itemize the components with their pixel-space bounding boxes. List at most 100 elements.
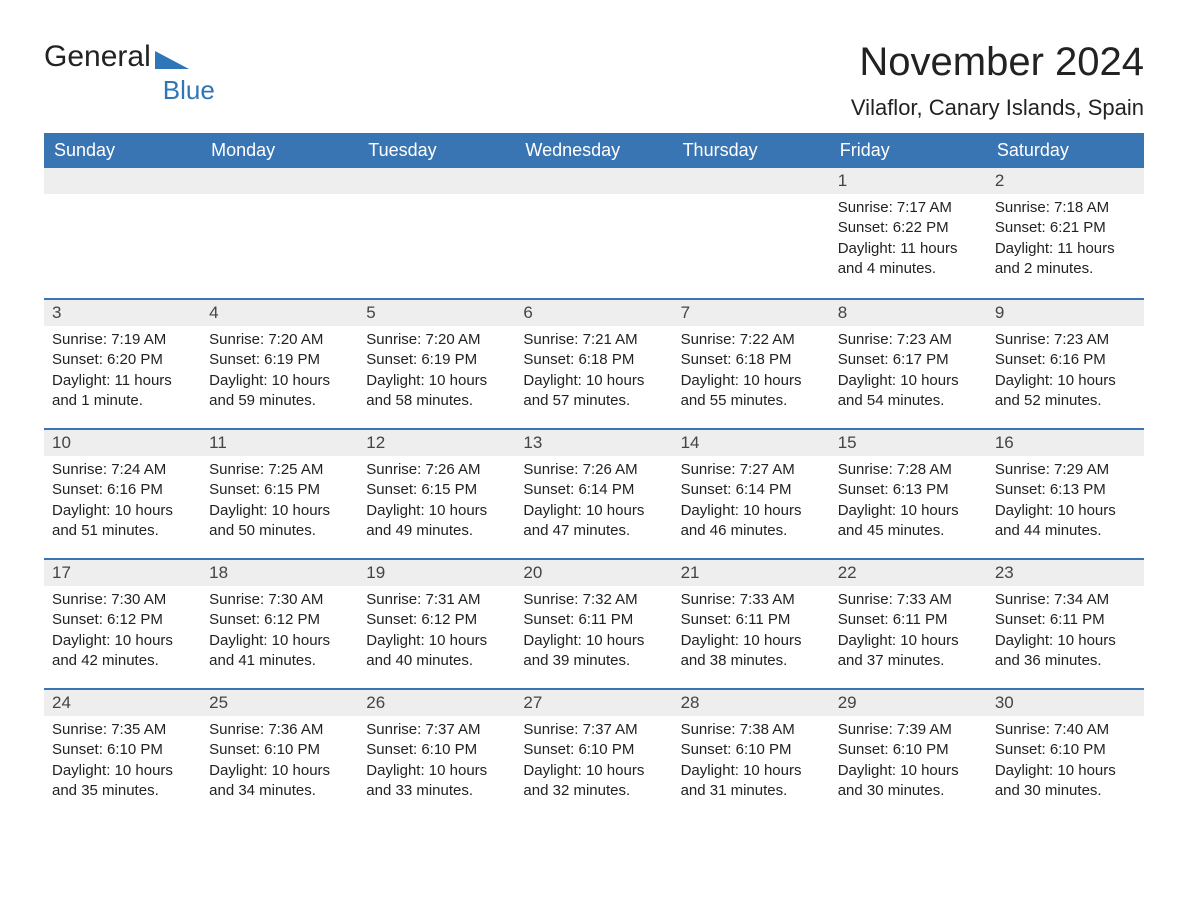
day-number: 11 — [201, 428, 358, 456]
day-body: Sunrise: 7:17 AMSunset: 6:22 PMDaylight:… — [830, 194, 987, 285]
calendar-cell: 15Sunrise: 7:28 AMSunset: 6:13 PMDayligh… — [830, 428, 987, 558]
sunrise: Sunrise: 7:30 AM — [209, 590, 350, 610]
sunrise: Sunrise: 7:28 AM — [838, 460, 979, 480]
logo-flag-icon — [155, 45, 189, 69]
day-number — [201, 168, 358, 194]
day-number — [358, 168, 515, 194]
day-number: 21 — [673, 558, 830, 586]
calendar-cell: 22Sunrise: 7:33 AMSunset: 6:11 PMDayligh… — [830, 558, 987, 688]
daylight: Daylight: 10 hours and 51 minutes. — [52, 501, 193, 542]
sunset: Sunset: 6:11 PM — [995, 610, 1136, 630]
sunrise: Sunrise: 7:37 AM — [366, 720, 507, 740]
day-number: 8 — [830, 298, 987, 326]
day-number: 2 — [987, 168, 1144, 194]
day-body: Sunrise: 7:31 AMSunset: 6:12 PMDaylight:… — [358, 586, 515, 677]
daylight: Daylight: 10 hours and 39 minutes. — [523, 631, 664, 672]
sunset: Sunset: 6:17 PM — [838, 350, 979, 370]
day-body: Sunrise: 7:26 AMSunset: 6:14 PMDaylight:… — [515, 456, 672, 547]
sunrise: Sunrise: 7:27 AM — [681, 460, 822, 480]
calendar-cell: 30Sunrise: 7:40 AMSunset: 6:10 PMDayligh… — [987, 688, 1144, 818]
daylight: Daylight: 10 hours and 37 minutes. — [838, 631, 979, 672]
day-number: 14 — [673, 428, 830, 456]
day-number: 23 — [987, 558, 1144, 586]
sunrise: Sunrise: 7:22 AM — [681, 330, 822, 350]
day-number: 16 — [987, 428, 1144, 456]
sunrise: Sunrise: 7:24 AM — [52, 460, 193, 480]
sunset: Sunset: 6:18 PM — [681, 350, 822, 370]
weekday-header: Friday — [830, 133, 987, 168]
daylight: Daylight: 10 hours and 45 minutes. — [838, 501, 979, 542]
calendar-cell: 16Sunrise: 7:29 AMSunset: 6:13 PMDayligh… — [987, 428, 1144, 558]
calendar-cell: 26Sunrise: 7:37 AMSunset: 6:10 PMDayligh… — [358, 688, 515, 818]
sunrise: Sunrise: 7:29 AM — [995, 460, 1136, 480]
daylight: Daylight: 10 hours and 52 minutes. — [995, 371, 1136, 412]
day-body: Sunrise: 7:27 AMSunset: 6:14 PMDaylight:… — [673, 456, 830, 547]
weekday-header-row: Sunday Monday Tuesday Wednesday Thursday… — [44, 133, 1144, 168]
day-number: 28 — [673, 688, 830, 716]
sunset: Sunset: 6:18 PM — [523, 350, 664, 370]
day-number: 4 — [201, 298, 358, 326]
day-number: 30 — [987, 688, 1144, 716]
daylight: Daylight: 10 hours and 30 minutes. — [838, 761, 979, 802]
sunrise: Sunrise: 7:37 AM — [523, 720, 664, 740]
calendar-cell — [673, 168, 830, 298]
day-body: Sunrise: 7:20 AMSunset: 6:19 PMDaylight:… — [201, 326, 358, 417]
day-number: 13 — [515, 428, 672, 456]
daylight: Daylight: 10 hours and 50 minutes. — [209, 501, 350, 542]
calendar-cell — [44, 168, 201, 298]
day-body: Sunrise: 7:30 AMSunset: 6:12 PMDaylight:… — [201, 586, 358, 677]
calendar-cell: 14Sunrise: 7:27 AMSunset: 6:14 PMDayligh… — [673, 428, 830, 558]
day-body: Sunrise: 7:33 AMSunset: 6:11 PMDaylight:… — [830, 586, 987, 677]
weekday-header: Monday — [201, 133, 358, 168]
daylight: Daylight: 11 hours and 1 minute. — [52, 371, 193, 412]
day-number: 6 — [515, 298, 672, 326]
daylight: Daylight: 10 hours and 46 minutes. — [681, 501, 822, 542]
calendar-cell: 29Sunrise: 7:39 AMSunset: 6:10 PMDayligh… — [830, 688, 987, 818]
sunrise: Sunrise: 7:33 AM — [681, 590, 822, 610]
calendar-week: 24Sunrise: 7:35 AMSunset: 6:10 PMDayligh… — [44, 688, 1144, 818]
weekday-header: Sunday — [44, 133, 201, 168]
day-number: 20 — [515, 558, 672, 586]
day-number — [673, 168, 830, 194]
sunrise: Sunrise: 7:21 AM — [523, 330, 664, 350]
daylight: Daylight: 10 hours and 32 minutes. — [523, 761, 664, 802]
sunrise: Sunrise: 7:39 AM — [838, 720, 979, 740]
calendar-cell: 11Sunrise: 7:25 AMSunset: 6:15 PMDayligh… — [201, 428, 358, 558]
daylight: Daylight: 10 hours and 34 minutes. — [209, 761, 350, 802]
calendar-cell: 8Sunrise: 7:23 AMSunset: 6:17 PMDaylight… — [830, 298, 987, 428]
calendar-cell: 13Sunrise: 7:26 AMSunset: 6:14 PMDayligh… — [515, 428, 672, 558]
calendar-table: Sunday Monday Tuesday Wednesday Thursday… — [44, 133, 1144, 818]
sunrise: Sunrise: 7:35 AM — [52, 720, 193, 740]
day-body: Sunrise: 7:23 AMSunset: 6:17 PMDaylight:… — [830, 326, 987, 417]
sunrise: Sunrise: 7:34 AM — [995, 590, 1136, 610]
calendar-cell: 10Sunrise: 7:24 AMSunset: 6:16 PMDayligh… — [44, 428, 201, 558]
daylight: Daylight: 10 hours and 47 minutes. — [523, 501, 664, 542]
calendar-week: 1Sunrise: 7:17 AMSunset: 6:22 PMDaylight… — [44, 168, 1144, 298]
day-number: 19 — [358, 558, 515, 586]
daylight: Daylight: 10 hours and 38 minutes. — [681, 631, 822, 672]
sunset: Sunset: 6:14 PM — [523, 480, 664, 500]
sunrise: Sunrise: 7:40 AM — [995, 720, 1136, 740]
daylight: Daylight: 11 hours and 4 minutes. — [838, 239, 979, 280]
sunrise: Sunrise: 7:20 AM — [209, 330, 350, 350]
calendar-cell: 18Sunrise: 7:30 AMSunset: 6:12 PMDayligh… — [201, 558, 358, 688]
day-number: 9 — [987, 298, 1144, 326]
sunset: Sunset: 6:10 PM — [681, 740, 822, 760]
day-body: Sunrise: 7:23 AMSunset: 6:16 PMDaylight:… — [987, 326, 1144, 417]
calendar-week: 10Sunrise: 7:24 AMSunset: 6:16 PMDayligh… — [44, 428, 1144, 558]
calendar-cell: 19Sunrise: 7:31 AMSunset: 6:12 PMDayligh… — [358, 558, 515, 688]
calendar-cell: 28Sunrise: 7:38 AMSunset: 6:10 PMDayligh… — [673, 688, 830, 818]
calendar-cell: 3Sunrise: 7:19 AMSunset: 6:20 PMDaylight… — [44, 298, 201, 428]
sunset: Sunset: 6:19 PM — [209, 350, 350, 370]
sunset: Sunset: 6:10 PM — [52, 740, 193, 760]
day-body: Sunrise: 7:25 AMSunset: 6:15 PMDaylight:… — [201, 456, 358, 547]
sunset: Sunset: 6:12 PM — [52, 610, 193, 630]
sunrise: Sunrise: 7:23 AM — [995, 330, 1136, 350]
calendar-cell — [201, 168, 358, 298]
day-body: Sunrise: 7:38 AMSunset: 6:10 PMDaylight:… — [673, 716, 830, 807]
daylight: Daylight: 10 hours and 57 minutes. — [523, 371, 664, 412]
calendar-cell: 2Sunrise: 7:18 AMSunset: 6:21 PMDaylight… — [987, 168, 1144, 298]
daylight: Daylight: 10 hours and 49 minutes. — [366, 501, 507, 542]
sunrise: Sunrise: 7:23 AM — [838, 330, 979, 350]
daylight: Daylight: 10 hours and 41 minutes. — [209, 631, 350, 672]
